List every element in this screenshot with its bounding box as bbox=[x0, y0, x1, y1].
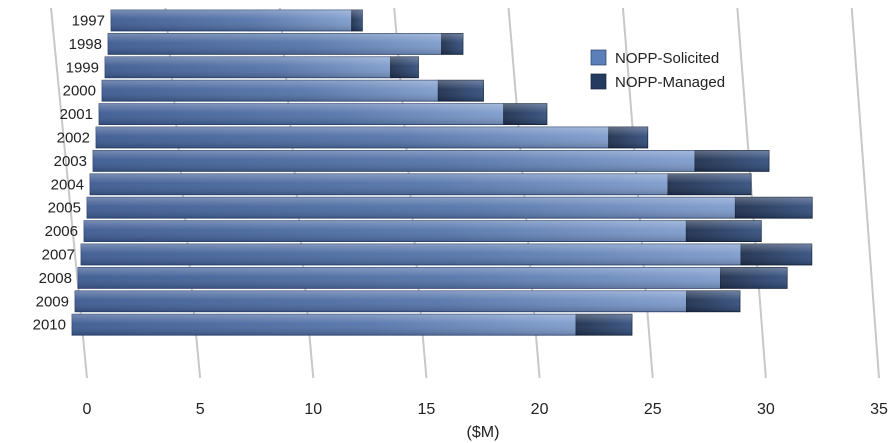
x-tick-30: 30 bbox=[757, 401, 775, 418]
bar-managed-2008 bbox=[720, 266, 788, 289]
legend-label-managed: NOPP-Managed bbox=[615, 74, 725, 91]
bar-managed-2004 bbox=[667, 173, 752, 196]
bar-solicited-2006 bbox=[83, 220, 687, 243]
bar-managed-2003 bbox=[694, 149, 770, 172]
category-label-1999: 1999 bbox=[66, 59, 99, 76]
bar-managed-2005 bbox=[734, 196, 813, 219]
category-label-2005: 2005 bbox=[48, 200, 81, 217]
bar-managed-2001 bbox=[503, 103, 548, 125]
bar-solicited-1997 bbox=[110, 9, 353, 32]
gridline-30 bbox=[736, 7, 767, 379]
bar-managed-1999 bbox=[390, 56, 419, 79]
bar-managed-2006 bbox=[685, 220, 762, 243]
x-tick-0: 0 bbox=[83, 401, 92, 418]
legend-label-solicited: NOPP-Solicited bbox=[615, 50, 719, 67]
category-label-2006: 2006 bbox=[45, 223, 78, 240]
x-tick-10: 10 bbox=[304, 401, 322, 418]
bar-solicited-1999 bbox=[104, 56, 391, 79]
category-label-2008: 2008 bbox=[39, 270, 72, 287]
x-axis-tick-labels: 0 5 10 15 20 25 30 35 bbox=[83, 401, 888, 418]
category-label-2004: 2004 bbox=[51, 176, 84, 193]
bar-managed-2000 bbox=[437, 79, 484, 102]
x-tick-20: 20 bbox=[531, 401, 549, 418]
x-tick-35: 35 bbox=[870, 401, 888, 418]
bar-managed-2002 bbox=[608, 126, 649, 149]
bar-managed-1997 bbox=[351, 9, 363, 32]
category-label-2001: 2001 bbox=[60, 106, 93, 123]
x-axis-label: ($M) bbox=[467, 424, 500, 441]
category-label-1997: 1997 bbox=[72, 13, 105, 30]
bar-solicited-2002 bbox=[95, 126, 610, 149]
bar-managed-1998 bbox=[441, 33, 464, 55]
category-label-2010: 2010 bbox=[33, 317, 66, 334]
category-label-2002: 2002 bbox=[57, 130, 90, 147]
bar-solicited-2008 bbox=[77, 266, 721, 289]
legend-swatch-solicited bbox=[590, 49, 607, 66]
gridline-35 bbox=[850, 7, 880, 379]
category-label-2000: 2000 bbox=[63, 83, 96, 100]
bar-solicited-2000 bbox=[101, 79, 439, 102]
category-labels: 1997 1998 1999 2000 2001 2002 2003 2004 2005 2006… bbox=[33, 13, 105, 334]
bar-managed-2009 bbox=[686, 290, 741, 313]
bar-managed-2007 bbox=[740, 243, 813, 266]
category-label-2003: 2003 bbox=[54, 153, 87, 170]
category-label-1998: 1998 bbox=[69, 36, 102, 53]
bar-managed-2010 bbox=[575, 313, 633, 336]
legend-swatch-managed bbox=[590, 73, 607, 90]
bar-solicited-2009 bbox=[74, 290, 687, 313]
bar-solicited-2010 bbox=[71, 313, 577, 336]
category-label-2007: 2007 bbox=[42, 247, 75, 264]
bar-solicited-2001 bbox=[98, 103, 505, 125]
bar-solicited-2003 bbox=[92, 149, 696, 172]
category-label-2009: 2009 bbox=[36, 293, 69, 310]
bar-solicited-2005 bbox=[86, 196, 736, 219]
x-tick-25: 25 bbox=[644, 401, 662, 418]
legend: NOPP-Solicited NOPP-Managed bbox=[590, 49, 725, 91]
bar-solicited-2007 bbox=[80, 243, 742, 266]
bar-solicited-2004 bbox=[89, 173, 669, 196]
bar-solicited-1998 bbox=[107, 33, 443, 55]
x-tick-5: 5 bbox=[196, 401, 205, 418]
x-tick-15: 15 bbox=[418, 401, 436, 418]
